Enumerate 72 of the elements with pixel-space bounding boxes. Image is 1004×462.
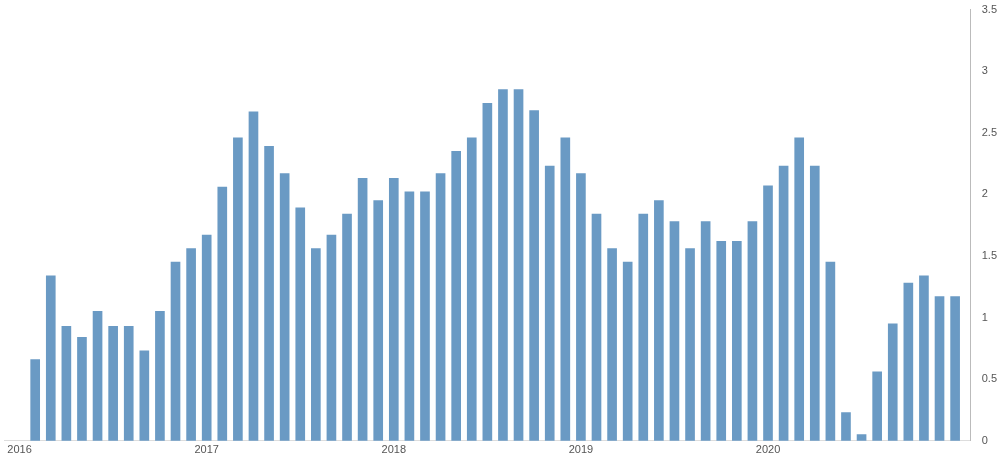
bar [809,165,820,441]
bar [778,165,789,441]
bar [201,234,212,441]
x-tick-label: 2018 [381,443,407,456]
bar [560,137,571,441]
bar [654,200,664,441]
y-tick-label: 0 [981,433,988,446]
y-tick-label: 1 [981,310,988,323]
bar [170,261,181,441]
bar [669,221,680,441]
bar [638,213,649,441]
bar [825,261,836,441]
bar [108,325,118,441]
bar [498,89,508,441]
bar [357,178,368,441]
bar [342,213,352,441]
bar [482,102,493,441]
bar [903,282,914,441]
bar [279,173,290,441]
bar [388,178,399,441]
bar [466,137,477,441]
bar [794,137,805,441]
bar [404,191,415,441]
x-tick-label: 2016 [7,443,32,456]
bar [248,111,259,441]
bar [934,296,945,441]
y-tick-label: 1.5 [981,249,998,262]
bar [155,311,165,441]
bar [326,234,337,441]
bar [233,137,243,441]
y-tick-label: 2.5 [981,125,998,138]
bar [513,89,524,441]
bar [872,371,882,441]
bar [716,240,727,441]
bar [186,248,196,441]
bar [747,221,758,441]
bar [841,412,851,441]
y-tick-label: 3.5 [981,2,998,15]
bar [217,186,228,441]
bar [576,173,586,441]
bar [763,185,773,441]
bar [700,221,711,441]
bar [732,240,742,441]
bar [92,311,103,441]
bar [887,323,898,441]
bar [295,207,306,441]
x-tick-label: 2019 [568,443,594,456]
bar [139,350,150,441]
bar [30,359,41,441]
bar [264,146,274,441]
bar [950,296,960,441]
y-tick-label: 2 [981,187,988,200]
bar [61,325,72,441]
bar [451,150,461,441]
bar [373,200,384,441]
bar [529,110,539,441]
bar [420,191,430,441]
bar [544,165,555,441]
bar [685,248,695,441]
y-tick-label: 0.5 [981,372,998,385]
x-tick-label: 2017 [194,443,219,456]
y-tick-label: 3 [981,64,988,77]
x-tick-label: 2020 [755,443,781,456]
bar [123,325,134,441]
bar [607,248,617,441]
bar [45,275,56,441]
bar [311,248,321,441]
bar [591,213,602,441]
bar [622,261,633,441]
bar [435,173,446,441]
bar [919,275,929,441]
bar [77,336,87,441]
